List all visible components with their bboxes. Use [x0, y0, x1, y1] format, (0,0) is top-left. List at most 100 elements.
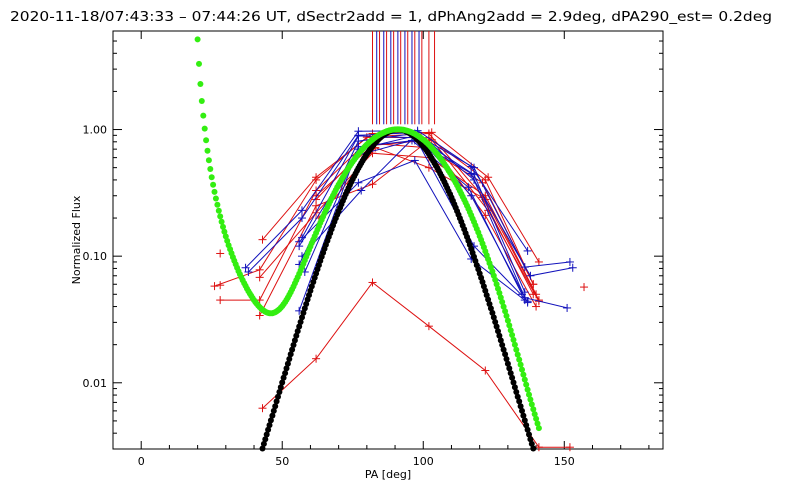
model-dot	[205, 157, 212, 164]
data-point	[464, 183, 473, 192]
black-model	[259, 126, 537, 452]
model-dot	[280, 374, 287, 381]
data-point	[580, 283, 589, 292]
model-dot	[260, 440, 267, 447]
data-point	[470, 175, 479, 184]
model-dot	[499, 299, 506, 305]
model-dot	[504, 317, 511, 324]
model-dot	[263, 431, 270, 438]
model-dot	[221, 228, 228, 235]
model-dot	[513, 346, 520, 353]
x-tick-label: 100	[413, 455, 434, 468]
model-dot	[277, 384, 284, 391]
x-tick-label: 150	[554, 455, 575, 468]
model-dot	[530, 406, 537, 413]
data-point	[354, 178, 363, 187]
model-dot	[201, 125, 208, 132]
model-dot	[212, 195, 219, 202]
model-dot	[208, 174, 215, 181]
model-dot	[511, 384, 518, 391]
model-dot	[503, 312, 510, 319]
model-dot	[303, 301, 310, 307]
data-point	[210, 282, 219, 291]
model-dot	[535, 425, 542, 432]
model-dot	[287, 351, 294, 358]
series-line	[298, 139, 568, 311]
model-dot	[524, 386, 531, 393]
model-dot	[194, 36, 201, 43]
model-dot	[266, 422, 273, 429]
model-dot	[218, 218, 225, 225]
model-dot	[497, 294, 504, 301]
x-tick-label: 0	[138, 455, 145, 468]
y-tick-label: 0.10	[83, 250, 108, 263]
model-dot	[511, 341, 518, 348]
model-dot	[196, 60, 202, 67]
data-point	[241, 263, 250, 272]
data-point	[255, 273, 264, 282]
model-dot	[514, 393, 521, 400]
data-point	[258, 235, 267, 244]
model-dot	[300, 309, 307, 316]
model-dot	[200, 112, 207, 119]
model-dot	[519, 407, 525, 414]
model-dot	[276, 389, 283, 395]
model-dot	[526, 391, 532, 398]
y-tick-label: 1.00	[83, 124, 108, 137]
data-point	[534, 257, 543, 266]
data-point	[410, 156, 419, 165]
data-point	[470, 163, 479, 172]
model-dot	[259, 445, 266, 452]
model-dot	[286, 356, 293, 362]
model-dot	[284, 360, 291, 367]
data-point	[312, 354, 321, 363]
model-dot	[509, 332, 516, 338]
model-dot	[220, 223, 226, 230]
data-point	[565, 257, 574, 266]
axes: 0 50 100 150 0.01 0.10 1.00	[83, 30, 663, 468]
model-dot	[265, 426, 272, 433]
model-dot	[291, 337, 298, 344]
series-red-1	[258, 278, 574, 452]
model-dot	[517, 403, 524, 410]
data-point	[312, 173, 321, 182]
model-dot	[269, 412, 276, 419]
model-dot	[215, 207, 222, 214]
model-dot	[289, 346, 296, 353]
model-dot	[527, 436, 534, 443]
model-dot	[528, 401, 535, 408]
model-dot	[510, 379, 517, 386]
y-tick-label: 0.01	[83, 377, 108, 390]
model-dot	[509, 374, 516, 381]
model-dot	[506, 365, 513, 372]
model-dot	[489, 309, 496, 316]
series-line	[262, 131, 540, 263]
data-point	[216, 281, 225, 290]
model-dot	[533, 415, 540, 422]
series-red-4	[258, 128, 543, 266]
data-point	[517, 290, 526, 299]
data-point	[565, 443, 574, 452]
data-point	[368, 278, 377, 287]
model-dot	[506, 322, 513, 329]
model-dot	[503, 356, 510, 362]
model-dot	[527, 396, 534, 403]
model-dot	[523, 381, 530, 388]
model-dot	[490, 314, 497, 321]
model-dot	[497, 337, 504, 344]
model-dot	[203, 137, 210, 144]
data-point	[484, 173, 493, 182]
model-dot	[262, 436, 269, 443]
data-point	[244, 267, 253, 276]
model-dot	[516, 356, 523, 363]
data-point	[532, 302, 541, 311]
model-dot	[520, 371, 527, 378]
model-dot	[267, 417, 274, 424]
data-point	[563, 303, 572, 312]
model-dot	[210, 181, 217, 188]
x-axis-label: PA [deg]	[365, 468, 411, 481]
data-point	[368, 180, 377, 189]
model-dot	[273, 398, 280, 405]
model-dot	[297, 319, 304, 325]
